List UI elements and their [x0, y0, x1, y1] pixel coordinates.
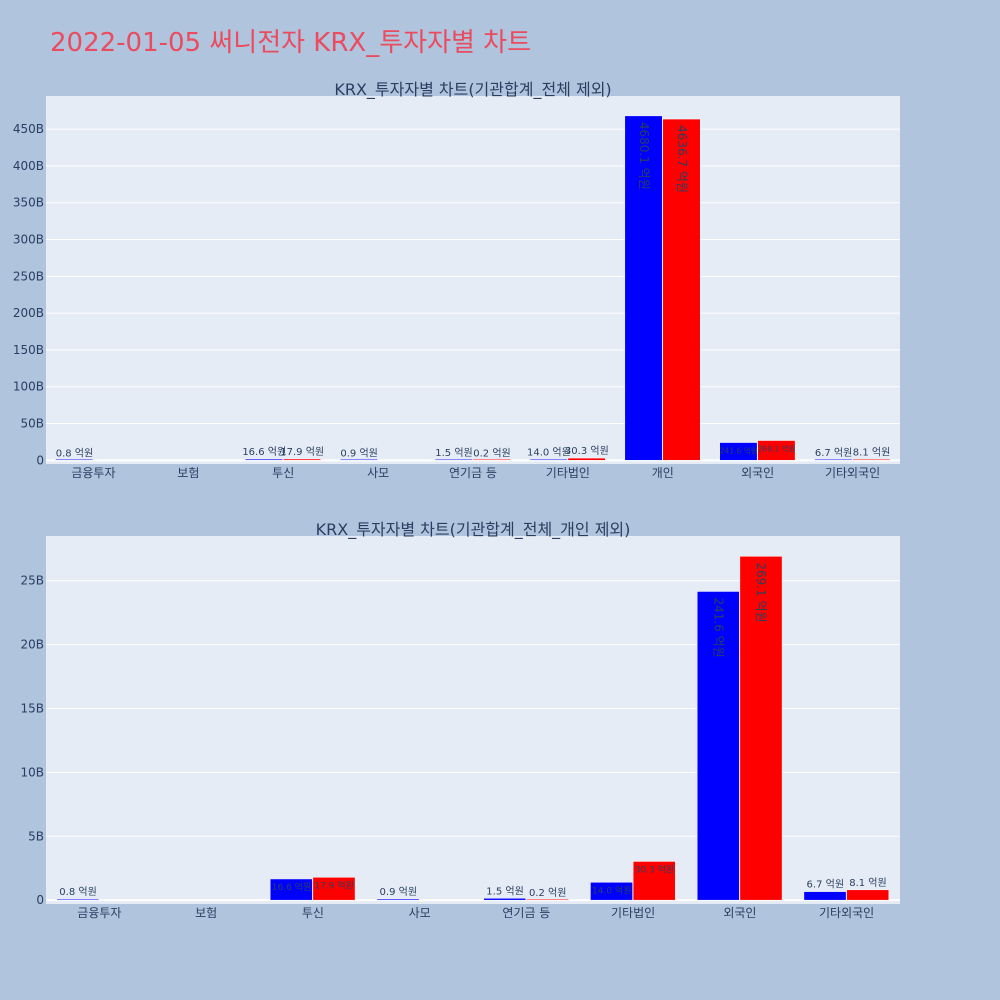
bar [719, 442, 758, 461]
bar [339, 459, 378, 461]
x-tick-label: 투신 [302, 906, 324, 920]
data-label: 17.9 억원 [280, 446, 324, 458]
data-label: 6.7 억원 [815, 447, 852, 459]
y-tick-label: 5B [28, 829, 44, 843]
data-label: 0.9 억원 [380, 886, 417, 898]
x-tick-label: 기타법인 [546, 466, 590, 480]
x-tick-label: 사모 [367, 466, 389, 480]
data-label: 4680.1 억원 [637, 122, 651, 190]
x-tick-label: 연기금 등 [449, 466, 497, 480]
x-tick-label: 투신 [272, 466, 294, 480]
data-label: 241.6 억원 [720, 447, 758, 456]
bar [269, 878, 313, 901]
y-tick-label: 50B [20, 417, 44, 431]
x-tick-label: 보험 [177, 466, 199, 480]
data-label: 4636.7 억원 [675, 125, 689, 193]
bar [590, 882, 633, 901]
y-tick-label: 0 [36, 893, 44, 907]
y-tick-label: 0 [36, 453, 44, 467]
x-tick-label: 외국인 [723, 906, 756, 920]
data-label: 0.2 억원 [529, 887, 566, 899]
bar [529, 459, 568, 461]
chart-2: 0 5B 10B 15B 20B 25B KRX_투자자별 차트(기관합계_전체_개인 제외… [20, 520, 900, 920]
data-label: 30.3 억원 [565, 445, 609, 457]
y-tick-label: 300B [13, 233, 44, 247]
bar [814, 459, 853, 461]
data-label: 8.1 억원 [853, 447, 890, 459]
chart-title: KRX_투자자별 차트(기관합계_전체_개인 제외) [316, 520, 631, 540]
bar [472, 459, 511, 461]
bar [739, 556, 783, 901]
bar [434, 459, 473, 461]
page-title: 2022-01-05 써니전자 KRX_투자자별 차트 [50, 28, 532, 58]
bar [696, 591, 740, 901]
bar [483, 898, 527, 901]
y-tick-label: 25B [20, 574, 44, 588]
x-tick-label: 보험 [195, 906, 217, 920]
y-tick-label: 20B [20, 638, 44, 652]
data-label: 17.9 억원 [314, 879, 353, 891]
y-tick-label: 15B [20, 702, 44, 716]
x-tick-label: 기타법인 [611, 906, 655, 920]
data-label: 14.0 억원 [592, 884, 631, 896]
chart-title: KRX_투자자별 차트(기관합계_전체 제외) [334, 80, 611, 100]
data-label: 14.0 억원 [527, 446, 571, 458]
bar [624, 115, 663, 461]
bar [55, 459, 94, 461]
data-label: 0.8 억원 [56, 447, 93, 459]
bar [312, 877, 356, 901]
data-label: 0.9 억원 [340, 447, 377, 459]
y-tick-label: 350B [13, 196, 44, 210]
x-tick-label: 금융투자 [71, 466, 115, 480]
y-tick-label: 450B [13, 122, 44, 136]
y-tick-label: 100B [13, 380, 44, 394]
chart-1: 0 50B 100B 150B 200B 250B 300B 350B 400B 450B KRX_… [13, 80, 900, 480]
data-label: 0.8 억원 [59, 886, 96, 898]
bar [632, 861, 676, 901]
data-label: 241.6 억원 [712, 597, 726, 657]
x-tick-label: 기타외국인 [819, 906, 874, 920]
bar [757, 440, 796, 461]
data-label: 16.6 억원 [242, 446, 286, 458]
y-tick-label: 250B [13, 269, 44, 283]
data-label: 6.7 억원 [807, 879, 844, 891]
bar [567, 457, 606, 461]
bar [846, 889, 890, 901]
y-tick-label: 400B [13, 159, 44, 173]
x-tick-label: 외국인 [741, 466, 774, 480]
bar [282, 458, 321, 461]
bar [56, 898, 100, 901]
data-label: 30.3 억원 [635, 863, 674, 875]
data-label: 8.1 억원 [849, 877, 886, 889]
y-tick-label: 150B [13, 343, 44, 357]
data-label: 269.1 억원 [754, 562, 768, 622]
data-label: 269.1 억원 [758, 445, 796, 454]
bar [662, 118, 701, 461]
plot-area [46, 96, 900, 464]
bar [852, 459, 891, 461]
data-label: 1.5 억원 [486, 885, 523, 897]
data-label: 16.6 억원 [272, 881, 311, 893]
y-tick-label: 10B [20, 765, 44, 779]
y-tick-label: 200B [13, 306, 44, 320]
x-tick-label: 금융투자 [77, 906, 121, 920]
x-tick-label: 사모 [409, 906, 431, 920]
data-label: 0.2 억원 [473, 447, 510, 459]
x-tick-label: 연기금 등 [502, 906, 550, 920]
bar [376, 898, 420, 901]
x-tick-label: 개인 [652, 466, 674, 480]
bar [803, 891, 847, 901]
data-label: 1.5 억원 [435, 447, 472, 459]
x-tick-label: 기타외국인 [825, 466, 880, 480]
bar [245, 458, 283, 461]
bar [526, 898, 569, 901]
